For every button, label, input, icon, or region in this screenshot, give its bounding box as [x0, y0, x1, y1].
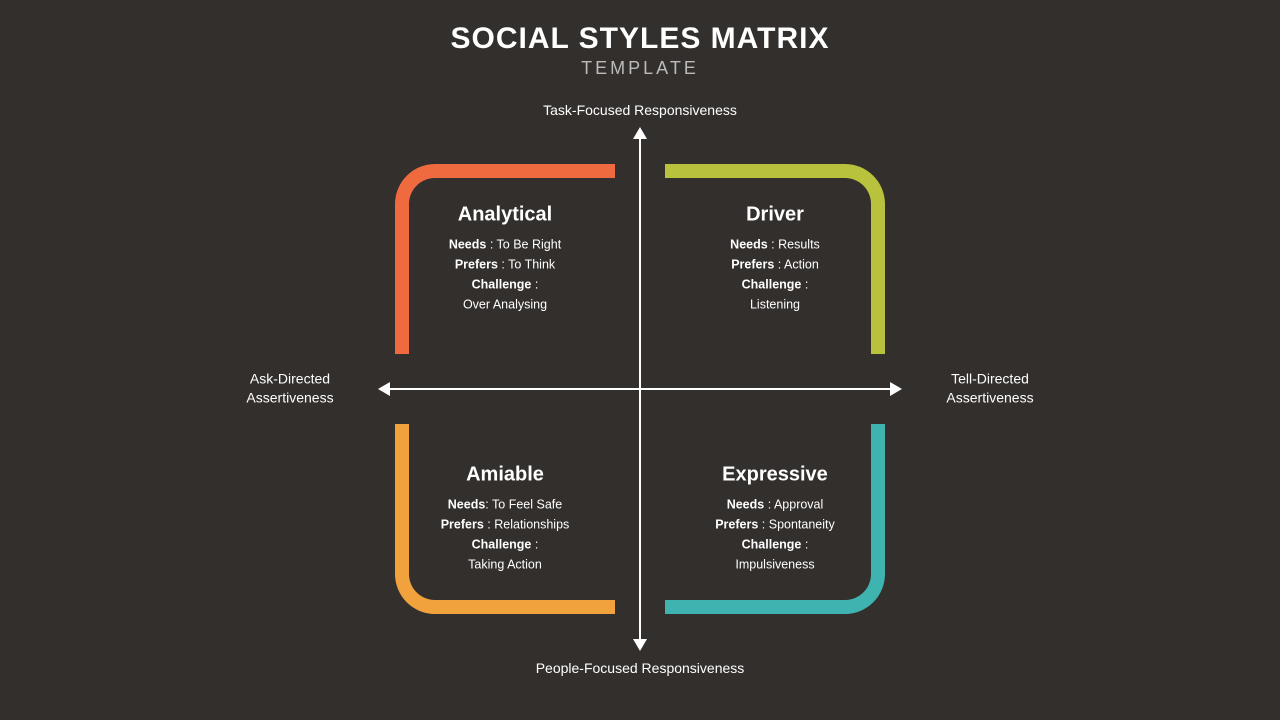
needs-line: Needs: To Feel Safe: [412, 494, 599, 514]
quadrant-analytical: Analytical Needs : To Be Right Prefers :…: [395, 164, 615, 354]
axis-label-top: Task-Focused Responsiveness: [543, 101, 737, 121]
challenge-line: Challenge :Impulsiveness: [682, 534, 869, 574]
prefers-line: Prefers : Action: [682, 254, 869, 274]
prefers-line: Prefers : Relationships: [412, 514, 599, 534]
axis-label-right: Tell-Directed Assertiveness: [930, 369, 1050, 408]
axis-right-line2: Assertiveness: [946, 390, 1033, 406]
quadrant-content: Analytical Needs : To Be Right Prefers :…: [412, 203, 599, 314]
axis-label-left: Ask-Directed Assertiveness: [230, 369, 350, 408]
quadrant-driver: Driver Needs : Results Prefers : Action …: [665, 164, 885, 354]
axis-right-line1: Tell-Directed: [951, 370, 1029, 386]
challenge-line: Challenge :Taking Action: [412, 534, 599, 574]
quadrant-content: Amiable Needs: To Feel Safe Prefers : Re…: [412, 463, 599, 574]
subtitle: TEMPLATE: [0, 58, 1280, 79]
axis-left-line2: Assertiveness: [246, 390, 333, 406]
main-title: SOCIAL STYLES MATRIX: [0, 22, 1280, 56]
quadrant-title: Analytical: [412, 203, 599, 226]
prefers-line: Prefers : To Think: [412, 254, 599, 274]
challenge-line: Challenge :Over Analysing: [412, 274, 599, 314]
quadrant-title: Driver: [682, 203, 869, 226]
quadrant-content: Driver Needs : Results Prefers : Action …: [682, 203, 869, 314]
arrow-left-icon: [378, 382, 390, 396]
challenge-line: Challenge :Listening: [682, 274, 869, 314]
quadrant-title: Expressive: [682, 463, 869, 486]
arrow-down-icon: [633, 639, 647, 651]
quadrant-amiable: Amiable Needs: To Feel Safe Prefers : Re…: [395, 424, 615, 614]
prefers-line: Prefers : Spontaneity: [682, 514, 869, 534]
axis-left-line1: Ask-Directed: [250, 370, 330, 386]
horizontal-axis: [380, 388, 900, 390]
needs-line: Needs : Results: [682, 234, 869, 254]
quadrant-content: Expressive Needs : Approval Prefers : Sp…: [682, 463, 869, 574]
axis-label-bottom: People-Focused Responsiveness: [536, 659, 745, 679]
quadrant-expressive: Expressive Needs : Approval Prefers : Sp…: [665, 424, 885, 614]
header: SOCIAL STYLES MATRIX TEMPLATE: [0, 0, 1280, 79]
quadrant-title: Amiable: [412, 463, 599, 486]
arrow-up-icon: [633, 127, 647, 139]
arrow-right-icon: [890, 382, 902, 396]
matrix: Task-Focused Responsiveness People-Focus…: [380, 129, 900, 649]
needs-line: Needs : To Be Right: [412, 234, 599, 254]
needs-line: Needs : Approval: [682, 494, 869, 514]
